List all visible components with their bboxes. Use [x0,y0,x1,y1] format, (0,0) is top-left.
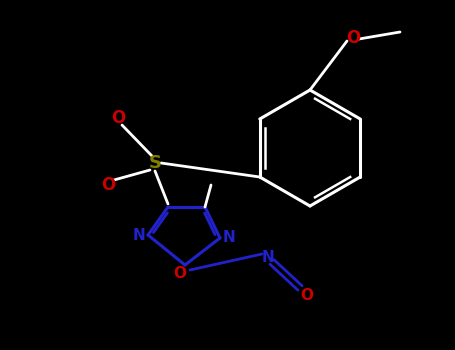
Text: S: S [148,154,162,172]
Text: N: N [132,228,146,243]
Text: N: N [262,251,274,266]
Text: O: O [101,176,115,194]
Text: O: O [300,287,313,302]
Text: N: N [222,231,235,245]
Text: O: O [346,29,360,47]
Text: O: O [173,266,187,281]
Text: O: O [111,109,125,127]
